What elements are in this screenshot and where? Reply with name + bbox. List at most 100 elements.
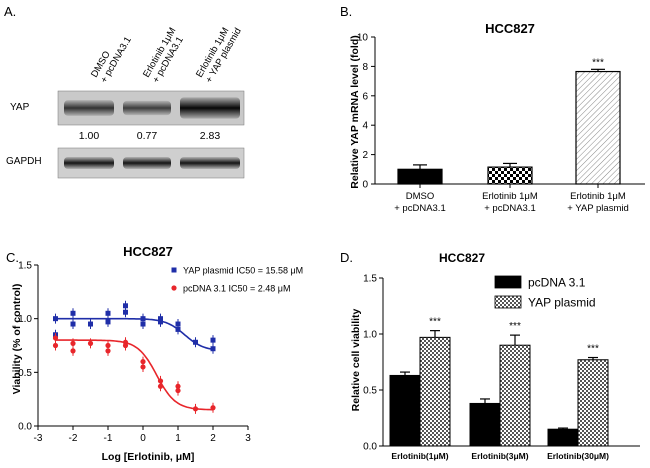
bar <box>577 359 609 447</box>
panel-c-label: C. <box>6 250 19 265</box>
panel-b-title: HCC827 <box>485 21 535 36</box>
bar <box>389 374 421 447</box>
data-point <box>193 339 198 345</box>
panel-c-title: HCC827 <box>123 244 173 259</box>
panel-c-dose-response: C. HCC827 Viability (% of control) Log [… <box>6 244 303 463</box>
data-point <box>157 378 164 384</box>
y-tick-label: 10 <box>357 33 369 44</box>
panel-d-bar-chart: D. HCC827 Relative cell viability 0.0 0.5… <box>340 250 640 461</box>
y-tick-label: 0 <box>362 180 368 191</box>
panel-c-xlabel: Log [Erlotinib, μM] <box>102 451 195 463</box>
panel-d-label: D. <box>340 250 353 265</box>
y-tick-label: 2 <box>362 150 368 161</box>
data-point <box>53 316 58 322</box>
data-point <box>88 321 93 327</box>
yap-band <box>64 100 114 116</box>
fit-curve <box>55 339 213 411</box>
panel-a-label: A. <box>4 4 16 19</box>
gapdh-band <box>64 157 114 169</box>
y-tick-label: 8 <box>362 62 368 73</box>
legend-marker <box>171 285 177 291</box>
data-point <box>52 335 59 341</box>
y-tick-label: 1.5 <box>363 274 377 285</box>
x-tick-label: -1 <box>104 433 113 444</box>
data-point <box>70 340 76 346</box>
x-tick-label: Erlotinib(3μM) <box>471 451 528 461</box>
row-label-yap: YAP <box>10 102 30 113</box>
data-point <box>175 321 181 327</box>
data-point <box>140 321 146 327</box>
x-tick-label-line: + pcDNA3.1 <box>394 203 446 214</box>
y-tick-label: 1.0 <box>363 330 377 341</box>
x-tick-label-line: Erlotinib 1μM <box>570 191 626 202</box>
legend-label: pcDNA 3.1 <box>528 276 586 290</box>
bar <box>469 402 501 447</box>
x-tick-label: DMSO + pcDNA3.1 <box>394 191 446 214</box>
column-label: Erlotinib 1μM+ pcDNA3.1 <box>141 26 188 85</box>
x-tick-label: 2 <box>210 433 216 444</box>
legend-marker <box>171 267 177 273</box>
data-point <box>140 359 146 365</box>
row-label-gapdh: GAPDH <box>6 156 42 167</box>
data-point <box>123 309 128 315</box>
bar <box>419 336 451 447</box>
data-point <box>87 340 94 346</box>
densitometry-value: 2.83 <box>200 130 221 142</box>
x-tick-label: 3 <box>245 433 251 444</box>
data-point <box>105 310 111 316</box>
data-point <box>158 319 163 325</box>
data-point <box>192 406 199 412</box>
panel-b-label: B. <box>340 4 352 19</box>
data-point <box>210 346 216 352</box>
panel-c-ylabel: Viability (% of control) <box>11 284 23 395</box>
yap-band <box>123 100 171 116</box>
legend-swatch <box>494 295 522 309</box>
x-tick-label: Erlotinib(30μM) <box>547 451 609 461</box>
data-point <box>70 348 76 354</box>
y-tick-label: 0.0 <box>363 442 377 453</box>
data-point <box>157 383 164 389</box>
x-tick-label-line: DMSO <box>406 191 435 202</box>
data-point <box>175 387 181 394</box>
data-point <box>140 316 146 322</box>
x-tick-label: -3 <box>34 433 43 444</box>
panel-a-western-blot: A. DMSO+ pcDNA3.1 Erlotinib 1μM+ pcDNA3.1… <box>4 4 245 179</box>
panel-b-ylabel: Relative YAP mRNA level (fold) <box>349 35 361 188</box>
x-tick-label-line: Erlotinib 1μM <box>482 191 538 202</box>
fit-curve <box>55 317 214 351</box>
data-point <box>70 310 76 316</box>
x-tick-label: Erlotinib(1μM) <box>391 451 448 461</box>
significance-marker: *** <box>509 321 521 332</box>
data-point <box>175 326 181 332</box>
x-tick-label: 1 <box>175 433 181 444</box>
densitometry-value: 1.00 <box>79 130 100 142</box>
bar <box>397 168 443 185</box>
y-tick-label: 4 <box>362 121 368 132</box>
legend-label: YAP plasmid IC50 = 15.58 μM <box>183 266 303 276</box>
y-tick-label: 0.0 <box>18 422 32 433</box>
data-point <box>210 405 216 411</box>
data-point <box>105 342 111 349</box>
legend-swatch <box>494 275 522 289</box>
bar <box>499 344 531 447</box>
y-tick-label: 1.0 <box>18 314 32 325</box>
y-tick-label: 0.5 <box>363 386 377 397</box>
data-point <box>70 321 76 327</box>
x-tick-label-line: + YAP plasmid <box>567 203 629 214</box>
y-tick-label: 0.5 <box>18 368 32 379</box>
column-label: Erlotinib 1μM+ YAP plasmid <box>194 21 244 85</box>
bar <box>487 166 533 185</box>
gapdh-band <box>180 157 240 169</box>
legend-label: YAP plasmid <box>528 296 596 310</box>
data-point <box>122 342 129 349</box>
bar <box>547 428 579 447</box>
y-tick-label: 6 <box>362 91 368 102</box>
gapdh-band <box>123 157 171 169</box>
data-point <box>140 364 146 370</box>
legend-label: pcDNA 3.1 IC50 = 2.48 μM <box>183 284 291 294</box>
significance-marker: *** <box>592 57 604 68</box>
densitometry-value: 0.77 <box>137 130 158 142</box>
x-tick-label: Erlotinib 1μM + pcDNA3.1 <box>482 191 538 214</box>
data-point <box>52 342 59 349</box>
